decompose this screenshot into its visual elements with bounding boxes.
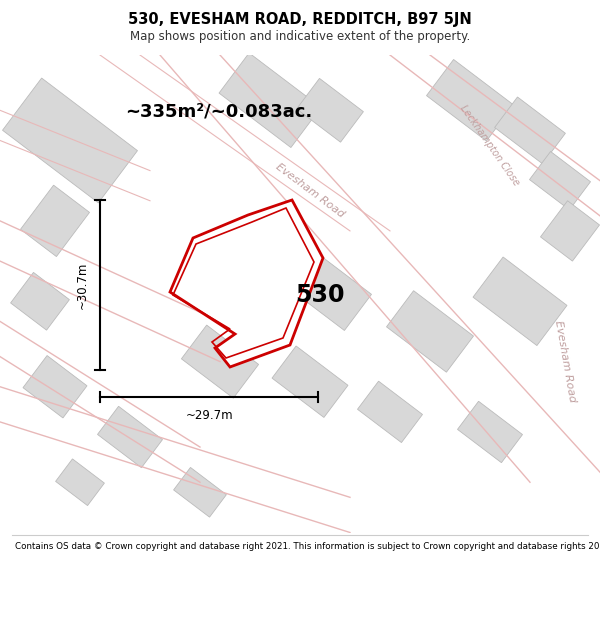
- Bar: [427, 59, 514, 141]
- Text: ~335m²/~0.083ac.: ~335m²/~0.083ac.: [125, 103, 312, 121]
- Text: ~29.7m: ~29.7m: [186, 409, 234, 421]
- Bar: [20, 185, 89, 256]
- Text: Contains OS data © Crown copyright and database right 2021. This information is : Contains OS data © Crown copyright and d…: [15, 542, 600, 551]
- Bar: [296, 78, 364, 142]
- Bar: [173, 468, 226, 517]
- Bar: [541, 201, 599, 261]
- Bar: [530, 151, 590, 210]
- Text: Evesham Road: Evesham Road: [274, 162, 346, 219]
- Bar: [272, 346, 348, 418]
- Bar: [11, 272, 70, 330]
- Bar: [473, 257, 567, 346]
- Polygon shape: [170, 200, 323, 367]
- Bar: [23, 356, 87, 418]
- Bar: [2, 78, 137, 203]
- Bar: [56, 459, 104, 506]
- Bar: [386, 291, 473, 372]
- Bar: [458, 401, 523, 462]
- Text: 530: 530: [295, 283, 345, 307]
- Text: Evesham Road: Evesham Road: [553, 320, 577, 403]
- Bar: [219, 53, 321, 148]
- Bar: [181, 325, 259, 398]
- Text: 530, EVESHAM ROAD, REDDITCH, B97 5JN: 530, EVESHAM ROAD, REDDITCH, B97 5JN: [128, 12, 472, 27]
- Text: ~30.7m: ~30.7m: [76, 261, 89, 309]
- Bar: [98, 406, 163, 468]
- Bar: [494, 97, 565, 164]
- Text: Map shows position and indicative extent of the property.: Map shows position and indicative extent…: [130, 30, 470, 43]
- Text: Leckhampton Close: Leckhampton Close: [458, 103, 521, 188]
- Bar: [289, 252, 371, 331]
- Bar: [358, 381, 422, 442]
